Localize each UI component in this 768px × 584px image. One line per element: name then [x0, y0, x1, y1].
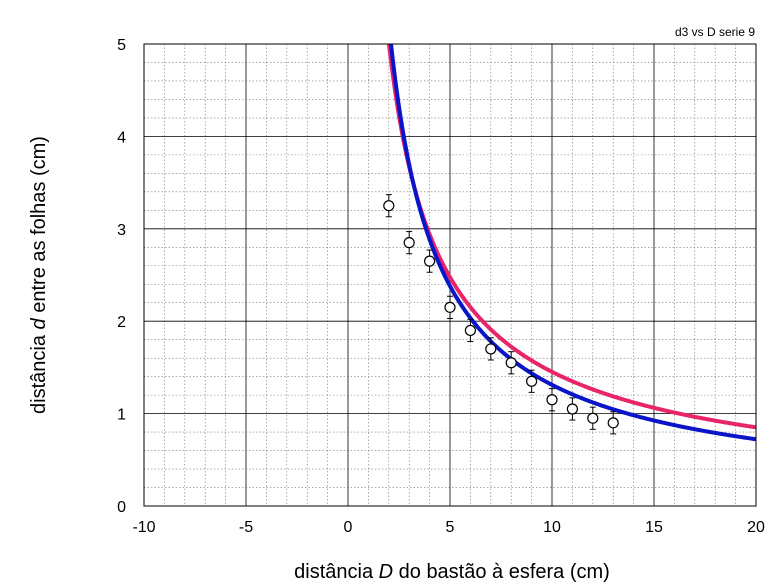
fit-curves	[386, 44, 756, 442]
y-tick-labels: 0 1 2 3 4 5	[117, 37, 126, 516]
fit-curve-pink	[386, 44, 756, 430]
x-axis-title: distância D do bastão à esfera (cm)	[294, 561, 610, 583]
x-tick-label: -5	[239, 519, 253, 536]
data-points	[383, 194, 619, 435]
x-tick-label: -10	[132, 519, 155, 536]
plot-frame	[143, 43, 757, 507]
data-point	[444, 301, 456, 313]
x-tick-label: 15	[645, 519, 663, 536]
y-tick-label: 3	[117, 222, 126, 239]
data-point	[485, 343, 497, 355]
data-point	[546, 394, 558, 406]
x-tick-label: 5	[446, 519, 455, 536]
x-tick-label: 0	[344, 519, 353, 536]
x-tick-label: 20	[747, 519, 765, 536]
data-point	[607, 417, 619, 429]
data-point	[525, 375, 538, 387]
y-tick-label: 1	[117, 407, 126, 424]
fit-curve-blue	[389, 44, 756, 442]
x-tick-label: 10	[543, 519, 561, 536]
data-point	[424, 255, 436, 267]
y-tick-label: 4	[117, 129, 126, 146]
y-axis-title: distância d entre as folhas (cm)	[28, 136, 50, 414]
data-point	[505, 357, 517, 369]
data-point	[464, 324, 476, 337]
y-tick-label: 2	[117, 314, 126, 331]
corner-note: d3 vs D serie 9	[675, 25, 755, 39]
x-tick-labels: -10 -5 0 5 10 15 20	[132, 519, 765, 536]
y-tick-label: 0	[117, 499, 126, 516]
data-point	[403, 237, 415, 249]
data-point	[587, 412, 599, 424]
y-tick-label: 5	[117, 37, 126, 54]
data-point	[383, 200, 395, 212]
data-point	[566, 403, 579, 415]
